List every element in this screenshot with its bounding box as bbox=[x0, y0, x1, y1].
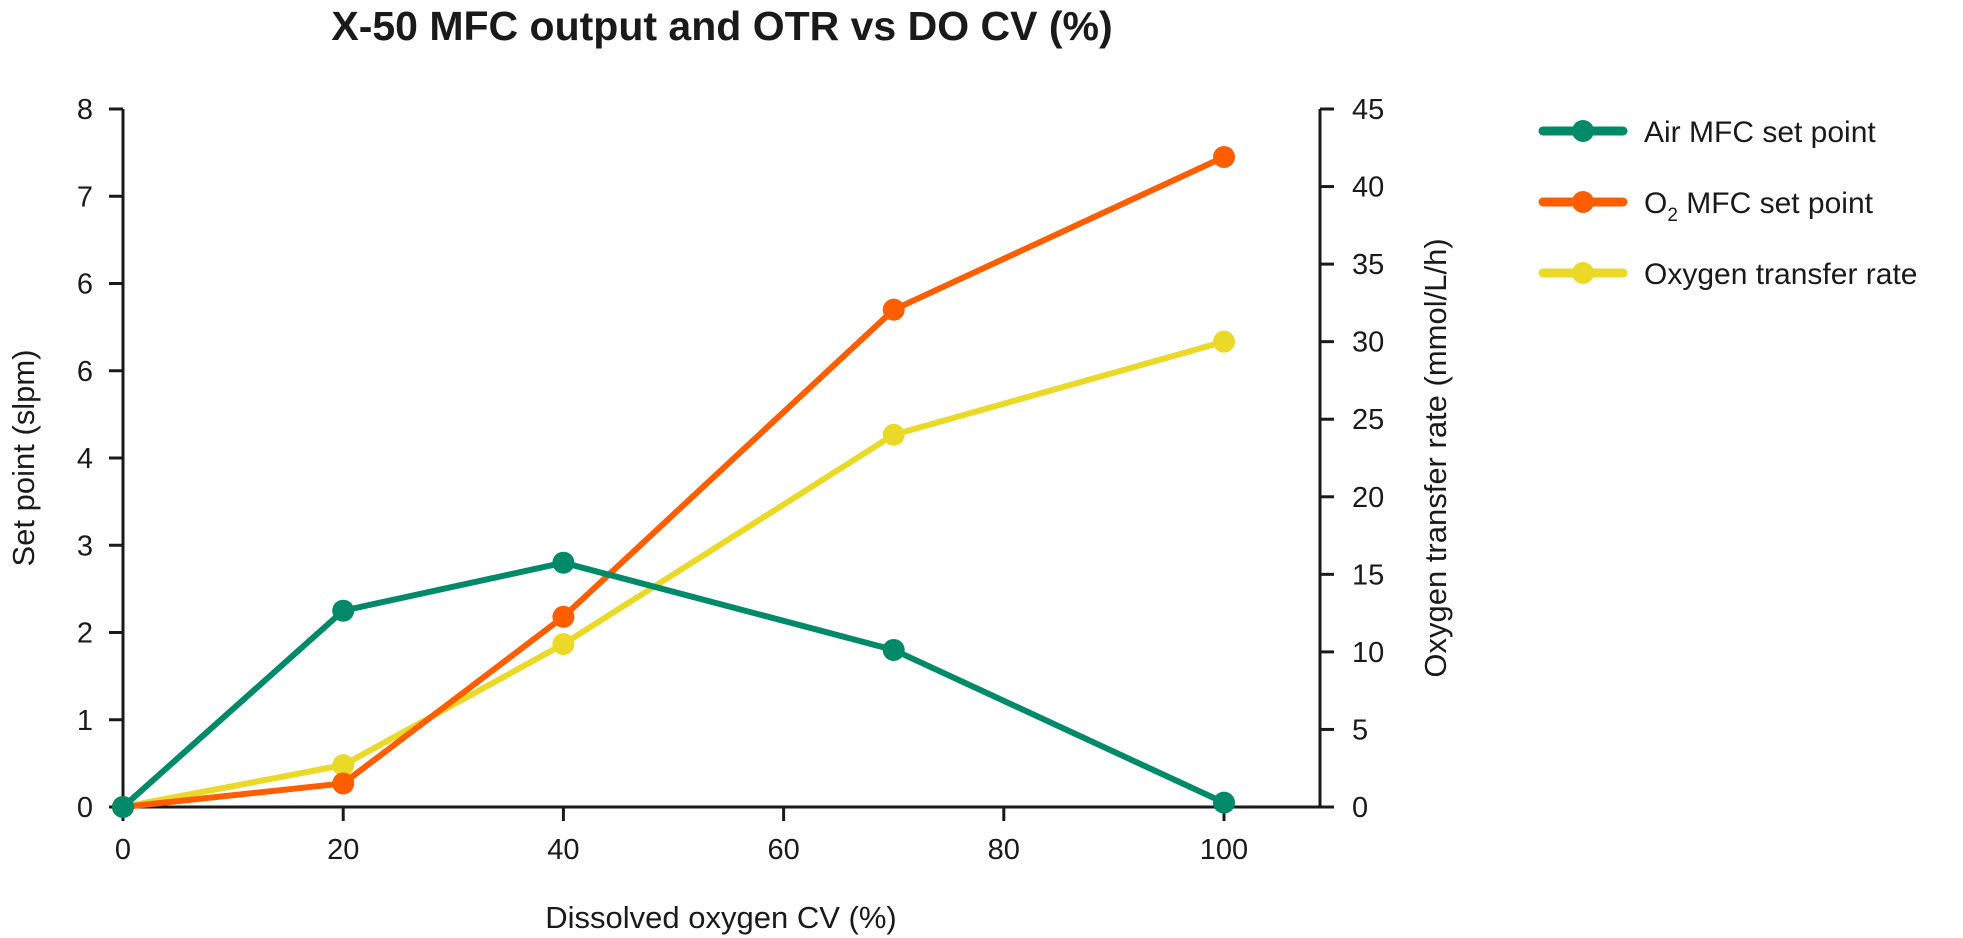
data-point-otr bbox=[1213, 330, 1235, 353]
legend-label-o2-subscript: 2 bbox=[1667, 205, 1678, 226]
x-tick-label: 60 bbox=[767, 834, 799, 866]
legend-label-otr: Oxygen transfer rate bbox=[1644, 258, 1917, 291]
y-tick-label-left: 8 bbox=[77, 94, 93, 126]
y-tick-label-right: 25 bbox=[1352, 404, 1384, 436]
y-ticks-right: 0 5 10 15 20 25 30 35 40 45 bbox=[1320, 94, 1384, 824]
y-tick-label-right: 0 bbox=[1352, 792, 1368, 824]
series-line-otr bbox=[120, 338, 1227, 810]
y-tick-label-right: 40 bbox=[1352, 172, 1384, 204]
series-layer bbox=[112, 145, 1235, 818]
data-point-air-mfc bbox=[332, 599, 355, 622]
y-tick-label-left: 4 bbox=[77, 443, 93, 475]
y-tick-label-left: 3 bbox=[77, 530, 93, 562]
x-tick-label: 80 bbox=[988, 834, 1020, 866]
data-point-o2-mfc bbox=[332, 772, 355, 795]
legend: Air MFC set point O2 MFC set point Oxyge… bbox=[1538, 116, 1917, 291]
legend-item-otr: Oxygen transfer rate bbox=[1538, 258, 1917, 291]
y-tick-label-right: 20 bbox=[1352, 482, 1384, 514]
y-tick-label-left: 6 bbox=[77, 356, 93, 388]
data-point-air-mfc bbox=[552, 551, 575, 574]
legend-marker-o2 bbox=[1572, 191, 1594, 213]
y-axis-label-left: Set point (slpm) bbox=[6, 349, 41, 566]
series-otr bbox=[112, 330, 1235, 818]
data-point-o2-mfc bbox=[552, 605, 575, 628]
series-line-air-mfc bbox=[120, 559, 1227, 810]
legend-label-o2-rest: MFC set point bbox=[1678, 187, 1874, 220]
y-tick-label-right: 10 bbox=[1352, 637, 1384, 669]
data-point-o2-mfc bbox=[882, 298, 905, 321]
data-point-air-mfc bbox=[882, 638, 905, 661]
data-point-otr bbox=[882, 423, 905, 446]
y-tick-label-left: 1 bbox=[77, 705, 93, 737]
y-tick-label-right: 15 bbox=[1352, 559, 1384, 591]
y-tick-label-left: 2 bbox=[77, 618, 93, 650]
y-tick-label-right: 5 bbox=[1352, 714, 1368, 746]
x-tick-label: 40 bbox=[547, 834, 579, 866]
x-tick-label: 100 bbox=[1200, 834, 1248, 866]
x-tick-label: 20 bbox=[327, 834, 359, 866]
x-ticks: 0 20 40 60 80 100 bbox=[115, 807, 1248, 866]
x-tick-label: 0 bbox=[115, 834, 131, 866]
data-point-air-mfc bbox=[1213, 791, 1235, 814]
y-tick-label-right: 35 bbox=[1352, 249, 1384, 281]
data-point-o2-mfc bbox=[1213, 145, 1235, 168]
chart-title: X-50 MFC output and OTR vs DO CV (%) bbox=[331, 3, 1112, 49]
legend-item-o2: O2 MFC set point bbox=[1538, 187, 1874, 226]
data-point-otr bbox=[332, 754, 355, 777]
y-axis-label-right: Oxygen transfer rate (mmol/L/h) bbox=[1418, 238, 1453, 677]
legend-marker-air bbox=[1572, 120, 1594, 142]
y-tick-label-left: 0 bbox=[77, 792, 93, 824]
series-o2-mfc bbox=[112, 145, 1235, 818]
y-tick-label-right: 45 bbox=[1352, 94, 1384, 126]
y-tick-label-left: 6 bbox=[77, 269, 93, 301]
y-tick-label-left: 7 bbox=[77, 181, 93, 213]
axes bbox=[121, 109, 1322, 809]
y-tick-label-right: 30 bbox=[1352, 327, 1384, 359]
legend-label-air: Air MFC set point bbox=[1644, 116, 1876, 149]
data-point-air-mfc bbox=[112, 796, 134, 818]
series-air-mfc bbox=[112, 551, 1235, 818]
y-ticks-left: 0 1 2 3 4 6 6 7 8 bbox=[77, 94, 123, 824]
legend-item-air: Air MFC set point bbox=[1538, 116, 1876, 149]
series-line-o2-mfc bbox=[120, 153, 1227, 810]
legend-label-o2: O2 MFC set point bbox=[1644, 187, 1874, 226]
legend-marker-otr bbox=[1572, 262, 1594, 284]
legend-label-o2-main: O bbox=[1644, 187, 1667, 220]
data-point-otr bbox=[552, 633, 575, 656]
x-axis-label: Dissolved oxygen CV (%) bbox=[545, 900, 896, 935]
